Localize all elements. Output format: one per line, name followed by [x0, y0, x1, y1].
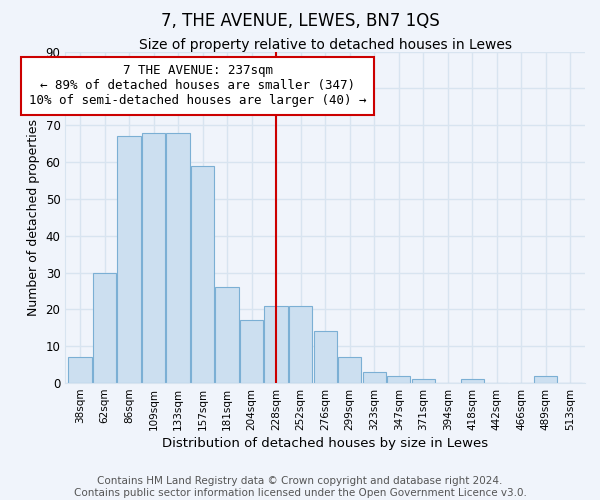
Bar — [314, 332, 337, 383]
Y-axis label: Number of detached properties: Number of detached properties — [27, 119, 40, 316]
Bar — [240, 320, 263, 383]
Bar — [191, 166, 214, 383]
Text: 7 THE AVENUE: 237sqm
← 89% of detached houses are smaller (347)
10% of semi-deta: 7 THE AVENUE: 237sqm ← 89% of detached h… — [29, 64, 367, 108]
Bar — [265, 306, 288, 383]
Bar — [118, 136, 140, 383]
Bar — [461, 380, 484, 383]
Bar — [93, 272, 116, 383]
Bar — [338, 358, 361, 383]
Bar — [215, 288, 239, 383]
Bar — [68, 358, 92, 383]
Bar — [412, 380, 435, 383]
Title: Size of property relative to detached houses in Lewes: Size of property relative to detached ho… — [139, 38, 512, 52]
Bar — [289, 306, 312, 383]
Bar — [534, 376, 557, 383]
Bar — [387, 376, 410, 383]
Bar — [142, 132, 165, 383]
Bar — [362, 372, 386, 383]
Bar — [166, 132, 190, 383]
X-axis label: Distribution of detached houses by size in Lewes: Distribution of detached houses by size … — [162, 437, 488, 450]
Text: 7, THE AVENUE, LEWES, BN7 1QS: 7, THE AVENUE, LEWES, BN7 1QS — [161, 12, 439, 30]
Text: Contains HM Land Registry data © Crown copyright and database right 2024.
Contai: Contains HM Land Registry data © Crown c… — [74, 476, 526, 498]
